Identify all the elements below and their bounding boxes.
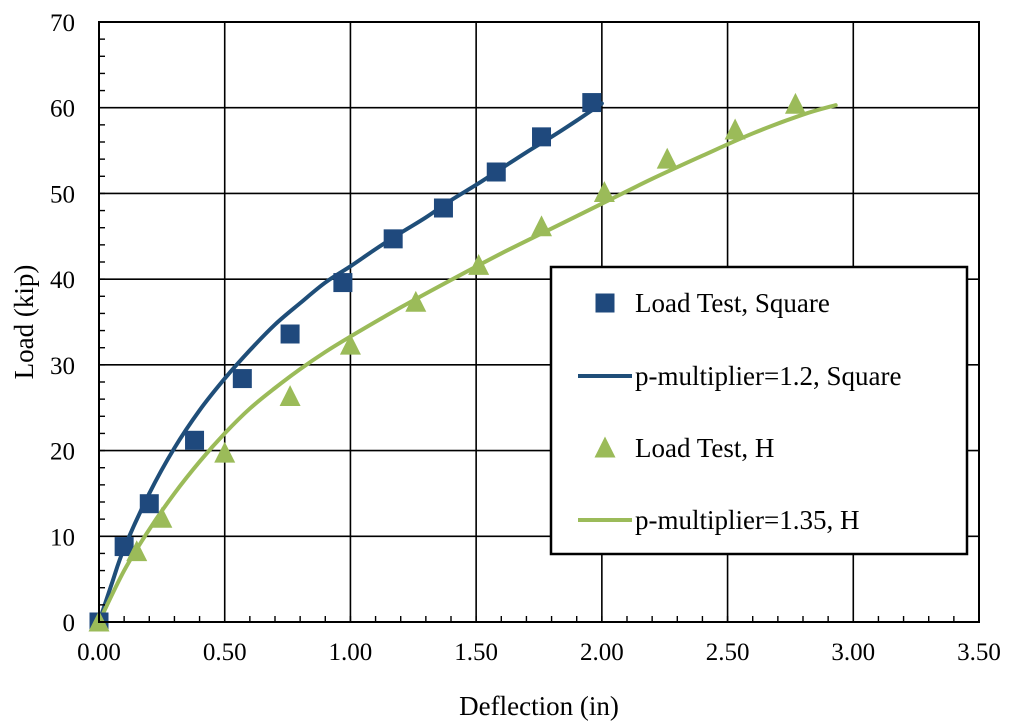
data-point-triangle [468, 253, 490, 275]
legend-item: Load Test, Square [595, 288, 830, 318]
data-point-square [532, 127, 552, 147]
data-point-square [433, 198, 453, 218]
legend-item: p-multiplier=1.2, Square [578, 361, 901, 391]
data-point-square [185, 430, 205, 450]
y-tick-label: 60 [50, 96, 75, 123]
y-tick-label: 30 [50, 353, 75, 380]
legend-label: p-multiplier=1.35, H [635, 505, 859, 535]
legend-item: p-multiplier=1.35, H [578, 505, 859, 535]
x-axis-title: Deflection (in) [459, 691, 619, 721]
data-point-triangle [593, 181, 615, 203]
series-0 [89, 93, 602, 632]
data-point-square [486, 162, 506, 182]
x-tick-label: 3.50 [957, 639, 1001, 666]
data-point-triangle [656, 147, 678, 169]
data-point-square [582, 93, 602, 113]
legend-label: Load Test, Square [635, 288, 830, 318]
data-point-triangle [405, 290, 427, 312]
tick-labels: 0.00 0.50 1.00 1.50 2.00 2.50 3.00 3.50 0 10 20 30 4… [50, 10, 1001, 666]
x-tick-label: 3.00 [831, 639, 875, 666]
data-point-triangle [724, 118, 746, 140]
plot-area-border [98, 21, 980, 623]
y-tick-label: 10 [50, 524, 75, 551]
legend-triangle-swatch [594, 436, 616, 458]
x-tick-label: 0.50 [203, 639, 247, 666]
y-tick-label: 40 [50, 267, 75, 294]
data-point-triangle [151, 506, 173, 528]
legend: Load Test, Square p-multiplier=1.2, Squar… [549, 265, 969, 556]
legend-label: p-multiplier=1.2, Square [635, 361, 901, 391]
data-point-square [333, 273, 353, 293]
y-tick-label: 50 [50, 181, 75, 208]
series-2 [88, 92, 806, 632]
x-tick-label: 1.50 [454, 639, 498, 666]
plot-series [88, 92, 838, 632]
data-point-square [232, 369, 252, 389]
x-tick-label: 2.00 [580, 639, 624, 666]
data-point-triangle [126, 540, 148, 562]
legend-items: Load Test, Square p-multiplier=1.2, Squar… [578, 288, 901, 535]
data-point-square [280, 324, 300, 344]
data-point-square [383, 229, 403, 249]
data-point-triangle [339, 333, 361, 355]
data-point-triangle [214, 441, 236, 463]
axis-ticks [98, 21, 980, 623]
y-axis-title: Load (kip) [9, 265, 39, 380]
data-point-triangle [279, 385, 301, 407]
legend-label: Load Test, H [635, 433, 774, 463]
legend-item: Load Test, H [594, 433, 774, 463]
x-tick-label: 0.00 [77, 639, 121, 666]
data-point-triangle [531, 215, 553, 237]
y-tick-label: 20 [50, 439, 75, 466]
x-tick-label: 2.50 [706, 639, 750, 666]
data-point-square [114, 537, 134, 557]
legend-square-swatch [595, 293, 615, 313]
y-tick-label: 70 [50, 10, 75, 37]
y-tick-label: 0 [63, 610, 76, 637]
data-point-square [139, 494, 159, 514]
data-point-triangle [784, 92, 806, 114]
x-tick-label: 1.00 [329, 639, 373, 666]
legend-box [549, 265, 969, 556]
